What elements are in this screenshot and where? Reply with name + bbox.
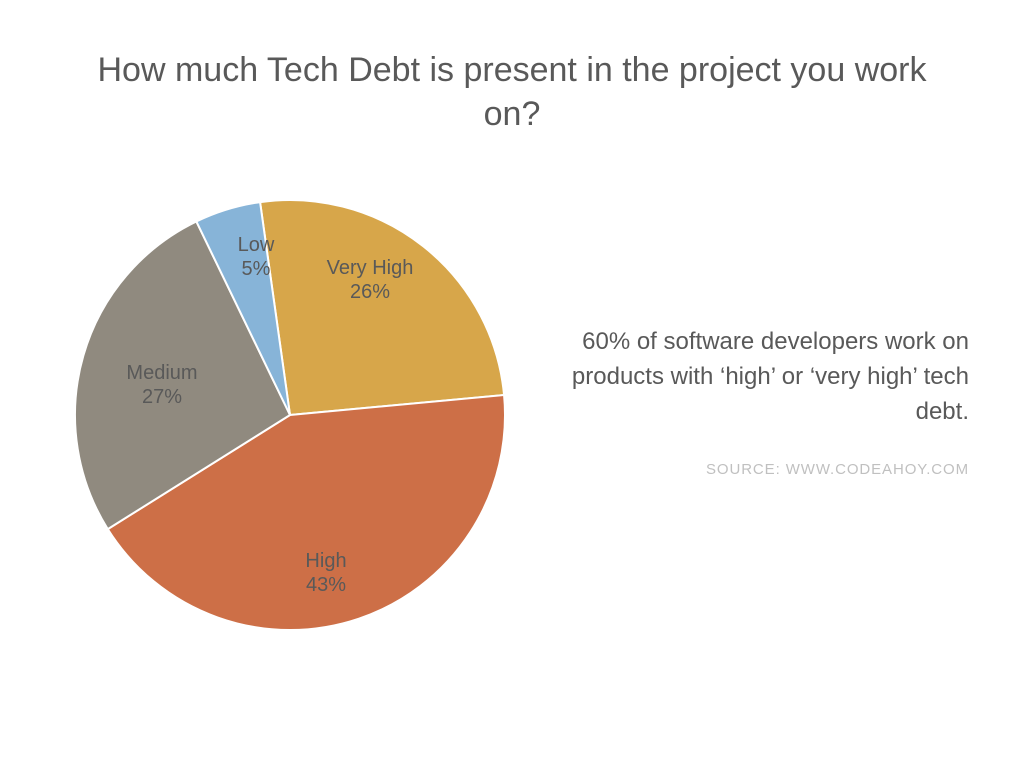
callout-text: 60% of software developers work on produ… xyxy=(569,325,969,429)
callout-block: 60% of software developers work on produ… xyxy=(569,325,969,478)
pie-slice-very-high xyxy=(260,200,504,415)
infographic-page: How much Tech Debt is present in the pro… xyxy=(0,0,1024,768)
slice-label-high: High 43% xyxy=(305,549,346,597)
page-title: How much Tech Debt is present in the pro… xyxy=(0,48,1024,136)
slice-label-very-high: Very High 26% xyxy=(327,256,414,304)
pie-chart: Very High 26% High 43% Medium 27% Low 5% xyxy=(70,195,510,635)
slice-label-medium: Medium 27% xyxy=(126,361,197,409)
source-label: SOURCE: WWW.CODEAHOY.COM xyxy=(569,461,969,478)
slice-label-low: Low 5% xyxy=(238,233,275,281)
pie-svg xyxy=(70,195,510,635)
